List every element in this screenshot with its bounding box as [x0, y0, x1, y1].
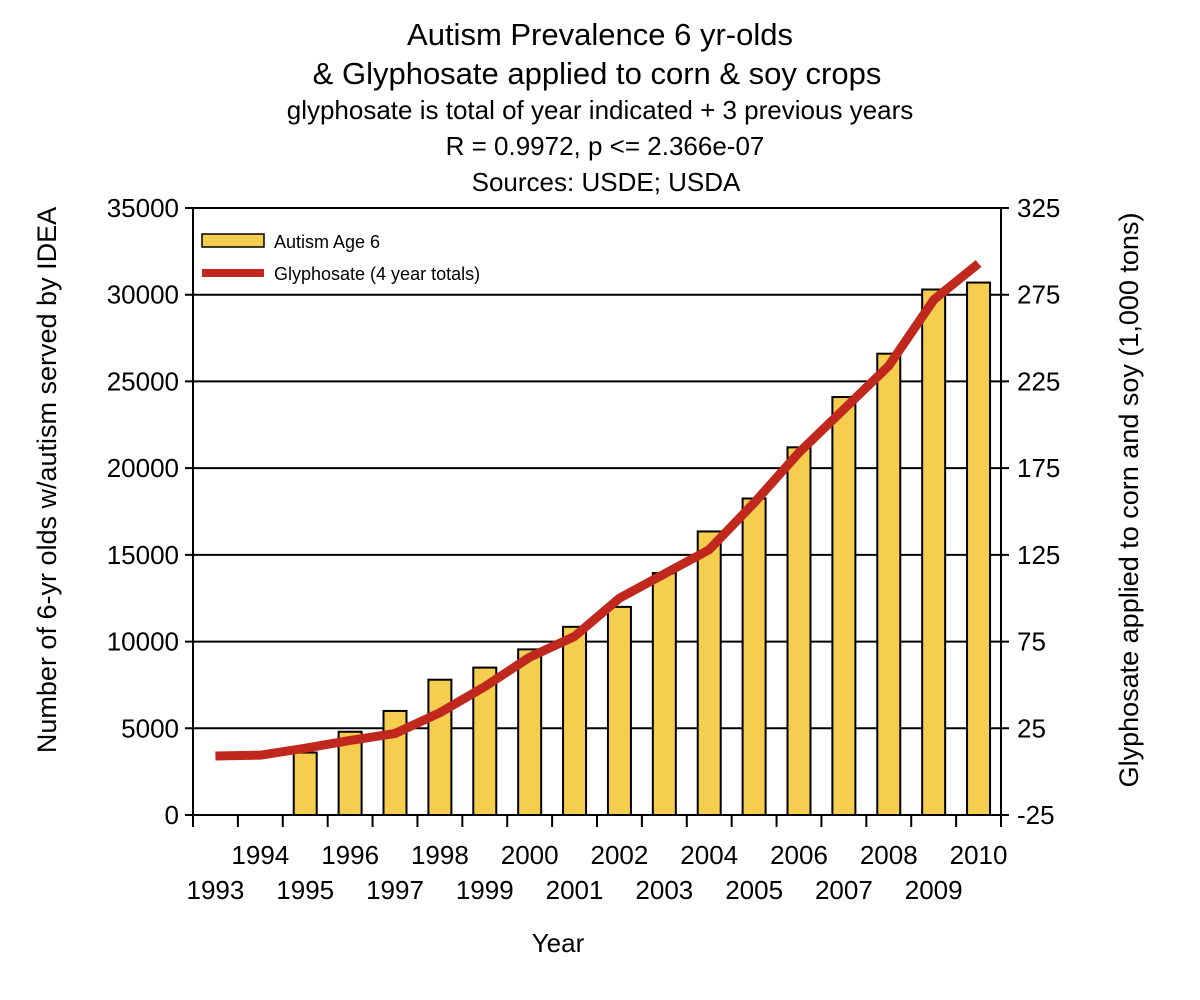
y-tick-label: 10000: [107, 627, 179, 657]
x-tick-label: 1996: [321, 840, 379, 870]
bar: [562, 625, 588, 817]
y-tick-label: 20000: [107, 453, 179, 483]
bar: [696, 530, 722, 816]
x-tick-label: 2002: [591, 840, 649, 870]
legend-bar-swatch: [201, 233, 265, 248]
title-line-1: Autism Prevalence 6 yr-olds: [407, 17, 793, 52]
y-tick-label: 5000: [121, 713, 179, 743]
gridlines: [185, 207, 1009, 816]
bar: [427, 678, 453, 816]
y-tick-label: 0: [165, 800, 179, 830]
legend-bar-label: Autism Age 6: [274, 232, 380, 252]
tick-labels: 0 -25 5000 25 10000 75 15000 125 20000 175 25000 22…: [107, 193, 1061, 905]
x-tick-label: 1994: [231, 840, 289, 870]
y-axis-label: Number of 6-yr olds w/autism served by I…: [32, 207, 62, 753]
x-tick-label: 2001: [546, 875, 604, 905]
x-tick-label: 2004: [680, 840, 738, 870]
x-tick-label: 1997: [366, 875, 424, 905]
y2-tick-label: 75: [1017, 627, 1046, 657]
glyphosate-line: [215, 260, 982, 761]
y-tick-label: 35000: [107, 193, 179, 223]
bar: [517, 648, 543, 817]
chart-title: Autism Prevalence 6 yr-olds & Glyphosate…: [287, 17, 914, 197]
legend: Autism Age 6 Glyphosate (4 year totals): [201, 232, 480, 284]
y2-tick-label: 175: [1017, 453, 1060, 483]
y2-tick-label: 225: [1017, 366, 1060, 396]
bar: [741, 497, 767, 816]
x-axis-label: Year: [532, 928, 585, 958]
y-tick-label: 25000: [107, 366, 179, 396]
x-tick-label: 2009: [905, 875, 963, 905]
x-tick-label: 2008: [860, 840, 918, 870]
bar: [921, 288, 947, 816]
y2-axis-label: Glyphosate applied to corn and soy (1,00…: [1114, 213, 1144, 788]
x-tick-label: 1999: [456, 875, 514, 905]
y2-tick-label: 125: [1017, 540, 1060, 570]
y-tick-label: 30000: [107, 280, 179, 310]
y-tick-label: 15000: [107, 540, 179, 570]
y2-tick-label: 275: [1017, 280, 1060, 310]
x-tick-label: 1993: [187, 875, 245, 905]
x-tick-label: 2003: [635, 875, 693, 905]
legend-line-label: Glyphosate (4 year totals): [274, 264, 480, 284]
bar: [292, 751, 318, 817]
axes: [192, 208, 1002, 827]
subtitle-line-2: R = 0.9972, p <= 2.366e-07: [446, 131, 765, 161]
x-tick-label: 1995: [276, 875, 334, 905]
bar: [606, 605, 632, 817]
x-tick-label: 1998: [411, 840, 469, 870]
bar: [337, 730, 363, 816]
bar: [831, 396, 857, 816]
y2-tick-label: 325: [1017, 193, 1060, 223]
y2-tick-label: -25: [1017, 800, 1055, 830]
subtitle-line-1: glyphosate is total of year indicated + …: [287, 95, 914, 125]
x-tick-label: 2006: [770, 840, 828, 870]
x-tick-label: 2007: [815, 875, 873, 905]
bar: [786, 446, 812, 816]
x-tick-label: 2000: [501, 840, 559, 870]
bar: [876, 352, 902, 816]
bar: [966, 281, 992, 816]
x-tick-label: 2005: [725, 875, 783, 905]
bar: [472, 666, 498, 816]
x-tick-label: 2010: [950, 840, 1008, 870]
bar: [651, 572, 677, 816]
y2-tick-label: 25: [1017, 713, 1046, 743]
subtitle-line-3: Sources: USDE; USDA: [472, 167, 741, 197]
title-line-2: & Glyphosate applied to corn & soy crops: [313, 56, 882, 91]
